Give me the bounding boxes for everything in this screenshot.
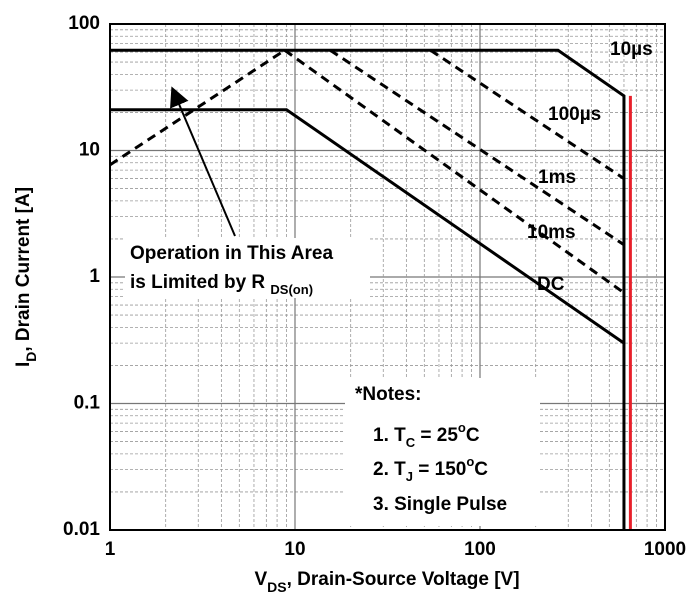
text-part: C [474,459,488,480]
notes-box [345,378,540,526]
plot-frame [109,23,666,531]
series-line [110,108,625,345]
text-part: o [458,420,466,435]
series-label: 10ms [527,222,576,243]
text-part: DS [267,579,286,595]
text-part: 1. T [373,425,406,446]
series-label: 100µs [548,104,601,125]
annotation-box [125,238,370,298]
text-part: = 25 [415,425,458,446]
x-tick-label: 1000 [644,539,686,560]
text-part: *Notes: [355,384,422,405]
text-part: o [466,454,474,469]
y-tick-label: 0.1 [74,393,101,414]
text-part: 3. Single Pulse [373,494,507,515]
x-tick-label: 100 [464,539,496,560]
note-text: 2. TJ = 150oC [373,454,488,484]
series-label: 10µs [610,39,653,60]
text-part: 2. T [373,459,406,480]
text-part: DS(on) [270,282,313,297]
text-part: , Drain-Source Voltage [V] [287,569,520,590]
series-line [109,49,286,167]
x-tick-label: 1 [105,539,116,560]
x-axis-label: VDS, Drain-Source Voltage [V] [254,569,519,595]
text-part: Operation in This Area [130,243,333,264]
series-line [429,49,625,180]
note-text: 3. Single Pulse [373,494,507,515]
text-part: C [466,425,480,446]
y-tick-label: 100 [68,13,100,34]
note-text: *Notes: [355,384,422,405]
text-part: D [23,352,39,362]
x-tick-label: 10 [284,539,305,560]
series-line [283,49,625,295]
text-part: C [406,435,416,450]
note-text: 1. TC = 25oC [373,420,480,450]
annotation-text: is Limited by R DS(on) [130,272,313,297]
text-part: , Drain Current [A] [13,187,34,352]
y-axis-label: ID, Drain Current [A] [13,187,39,367]
text-part: = 150 [413,459,466,480]
series-label: DC [537,274,565,295]
series-line [329,49,625,246]
y-tick-label: 0.01 [63,519,100,540]
text-part: J [406,469,413,484]
y-tick-label: 10 [79,140,100,161]
annotation-text: Operation in This Area [130,243,333,264]
arrow [170,86,236,237]
text-part: is Limited by R [130,272,270,293]
y-tick-label: 1 [89,266,100,287]
series-line [110,48,626,530]
text-part: I [13,362,34,367]
text-part: V [254,569,267,590]
series-label: 1ms [538,167,576,188]
